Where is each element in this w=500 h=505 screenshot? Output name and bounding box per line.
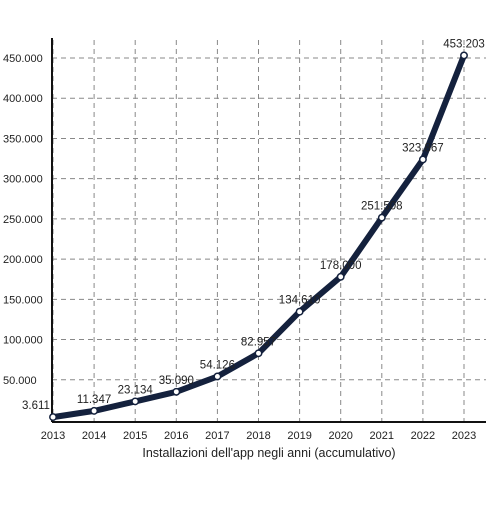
y-tick-label: 100.000 [3,335,43,347]
data-label: 323.867 [402,142,444,154]
data-point [336,272,345,281]
data-label: 35.090 [159,375,194,387]
data-point [418,155,427,164]
data-label: 54.126 [200,359,235,371]
data-point [172,387,181,396]
data-label: 23.134 [118,384,154,396]
y-tick-label: 400.000 [3,93,43,105]
x-tick-label: 2022 [411,430,435,442]
data-points [49,51,468,422]
data-point [131,397,140,406]
series-line [50,52,467,421]
x-tick-label: 2020 [328,430,352,442]
data-label: 251.508 [361,201,403,213]
axes [51,38,486,423]
grid [52,40,486,422]
x-tick-label: 2017 [205,430,229,442]
data-point [254,349,263,358]
y-tick-label: 200.000 [3,254,43,266]
data-point [295,307,304,316]
data-label: 134.610 [279,295,321,307]
x-tick-label: 2019 [287,430,311,442]
y-tick-label: 350.000 [3,133,43,145]
data-point [213,372,222,381]
y-tick-label: 250.000 [3,214,43,226]
data-point [460,51,468,60]
x-tick-label: 2014 [82,430,106,442]
data-labels: 3.611 11.347 23.134 35.090 54.126 82.957 134.6… [22,38,485,412]
x-tick-label: 2023 [452,430,476,442]
data-label: 178.000 [320,260,362,272]
y-tick-label: 300.000 [3,174,43,186]
data-label: 453.203 [443,38,485,50]
y-tick-label: 450.000 [3,53,43,65]
tick-labels: 50.000 100.000 150.000 200.000 250.000 300.00… [3,53,476,442]
x-tick-label: 2013 [41,430,65,442]
data-point [90,406,99,415]
data-point [49,413,57,422]
y-tick-label: 150.000 [3,294,43,306]
x-tick-label: 2016 [164,430,188,442]
x-tick-label: 2021 [370,430,394,442]
data-label: 3.611 [22,400,50,412]
y-tick-label: 50.000 [3,375,37,387]
data-label: 11.347 [77,394,111,406]
data-point [377,213,386,222]
series-installs [50,52,467,421]
x-tick-label: 2018 [246,430,270,442]
data-label: 82.957 [241,336,276,348]
x-axis-title: Installazioni dell'app negli anni (accum… [142,446,395,460]
x-tick-label: 2015 [123,430,147,442]
